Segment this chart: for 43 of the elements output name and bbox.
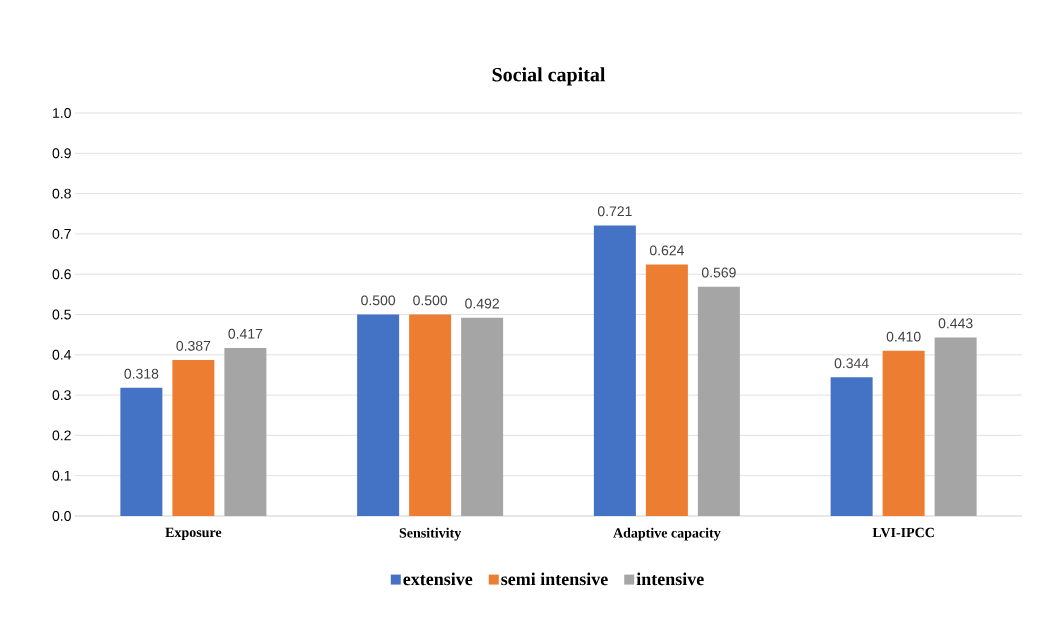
y-tick-label: 1.0 bbox=[53, 108, 71, 118]
data-label: 0.344 bbox=[834, 358, 869, 369]
bar bbox=[120, 387, 163, 516]
y-tick-label: 0.9 bbox=[52, 148, 71, 159]
chart-title: Social capital bbox=[492, 67, 606, 86]
data-label: 0.410 bbox=[886, 331, 921, 342]
legend-label: semi intensive bbox=[501, 572, 608, 586]
data-label: 0.624 bbox=[649, 245, 684, 256]
x-tick-label: Sensitivity bbox=[399, 527, 462, 541]
bar bbox=[830, 377, 873, 516]
y-tick-label: 0.6 bbox=[52, 269, 71, 280]
data-label: 0.417 bbox=[228, 328, 263, 339]
bar bbox=[645, 264, 688, 516]
x-tick-label: LVI-IPCC bbox=[872, 527, 934, 538]
legend-label: extensive bbox=[403, 572, 473, 586]
y-tick-label: 0.8 bbox=[52, 188, 71, 199]
data-label: 0.492 bbox=[465, 298, 499, 309]
data-label: 0.500 bbox=[361, 295, 396, 306]
bar bbox=[593, 225, 636, 516]
data-label: 0.318 bbox=[124, 368, 159, 379]
y-tick-label: 0.7 bbox=[52, 228, 71, 239]
bar bbox=[224, 347, 267, 516]
y-tick-label: 0.0 bbox=[52, 511, 71, 521]
data-label: 0.569 bbox=[701, 267, 736, 278]
y-tick-label: 0.1 bbox=[52, 470, 71, 481]
bar bbox=[461, 317, 504, 516]
y-tick-label: 0.4 bbox=[52, 349, 72, 360]
y-tick-label: 0.2 bbox=[52, 430, 71, 441]
legend-label: intensive bbox=[636, 572, 704, 586]
bar bbox=[697, 286, 740, 516]
x-tick-label: Exposure bbox=[165, 527, 222, 540]
x-tick-label: Adaptive capacity bbox=[613, 527, 721, 541]
bar bbox=[409, 314, 452, 516]
y-tick-label: 0.3 bbox=[52, 390, 71, 401]
bar bbox=[357, 314, 400, 516]
data-label: 0.443 bbox=[938, 318, 973, 329]
bar bbox=[934, 337, 977, 516]
data-label: 0.500 bbox=[413, 295, 448, 306]
data-label: 0.721 bbox=[597, 206, 632, 217]
bar bbox=[172, 360, 215, 516]
bar bbox=[882, 350, 925, 516]
data-label: 0.387 bbox=[176, 340, 211, 351]
y-tick-label: 0.5 bbox=[52, 309, 71, 320]
